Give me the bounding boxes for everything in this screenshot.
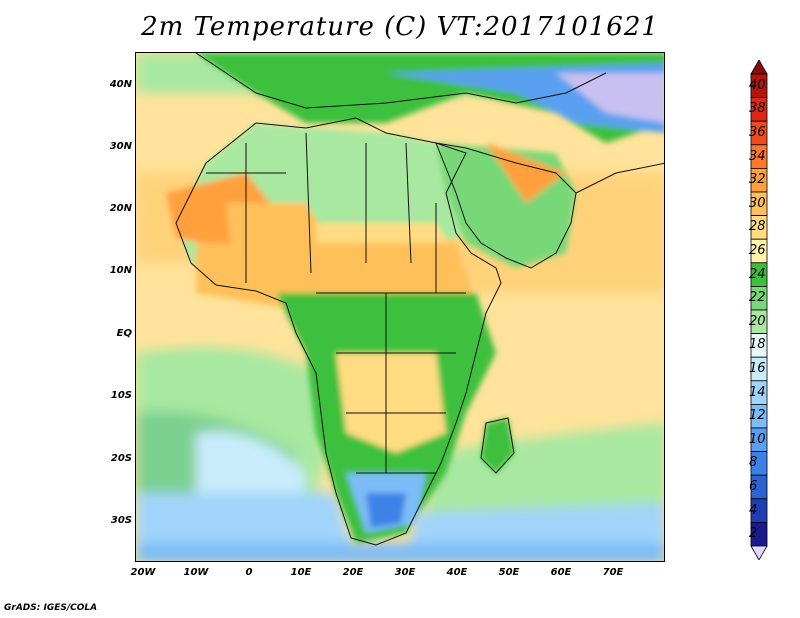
- lon-tick-label: 70E: [602, 567, 624, 578]
- colorbar-tick-label: 16: [749, 361, 766, 376]
- lon-tick-label: 60E: [550, 567, 572, 578]
- colorbar-tick-label: 22: [749, 290, 766, 306]
- colorbar-tick-label: 10: [749, 431, 766, 447]
- colorbar-tick-label: 20: [749, 313, 766, 329]
- lon-tick-label: 40E: [446, 567, 468, 578]
- temperature-field: [136, 53, 664, 561]
- temperature-map: [135, 52, 665, 562]
- colorbar-tick-label: 18: [749, 337, 766, 353]
- colorbar-min-arrow: [750, 545, 768, 560]
- lat-tick-label: 30N: [109, 141, 132, 152]
- colorbar-tick-label: 26: [749, 243, 766, 258]
- colorbar-tick-label: 2: [749, 526, 758, 542]
- lat-tick-label: 20S: [110, 453, 132, 464]
- map-title: 2m Temperature (C) VT:2017101621: [141, 12, 659, 42]
- colorbar-tick-label: 14: [749, 384, 766, 400]
- lon-tick-label: 10W: [183, 567, 209, 578]
- colorbar-tick-label: 28: [749, 219, 766, 235]
- lon-tick-label: 0: [245, 567, 253, 578]
- colorbar-tick-label: 30: [749, 195, 766, 211]
- colorbar-max-arrow: [750, 60, 768, 75]
- land-temperature: [166, 53, 664, 543]
- colorbar-tick-label: 6: [749, 479, 758, 494]
- colorbar-tick-label: 24: [749, 266, 766, 282]
- colorbar-tick-label: 40: [749, 77, 766, 93]
- lon-tick-label: 20E: [342, 567, 364, 578]
- lat-tick-label: 30S: [110, 515, 132, 526]
- colorbar-tick-label: 4: [749, 502, 758, 518]
- colorbar: [750, 60, 768, 560]
- lat-tick-label: 10S: [110, 390, 132, 401]
- lat-tick-label: 40N: [109, 79, 132, 90]
- colorbar-tick-label: 34: [749, 148, 766, 164]
- coastlines: [175, 53, 664, 546]
- lat-tick-label: EQ: [116, 328, 132, 339]
- colorbar-tick-label: 32: [749, 172, 766, 188]
- lon-tick-label: 50E: [498, 567, 520, 578]
- colorbar-tick-label: 36: [749, 125, 766, 140]
- lat-tick-label: 20N: [109, 203, 132, 214]
- colorbar-tick-label: 38: [749, 101, 766, 117]
- lon-tick-label: 30E: [394, 567, 416, 578]
- colorbar-tick-label: 8: [749, 455, 758, 471]
- lon-tick-label: 10E: [290, 567, 312, 578]
- colorbar-tick-label: 12: [749, 408, 766, 424]
- lat-tick-label: 10N: [109, 265, 132, 276]
- lon-tick-label: 20W: [130, 567, 156, 578]
- credit-text: GrADS: IGES/COLA: [4, 603, 98, 613]
